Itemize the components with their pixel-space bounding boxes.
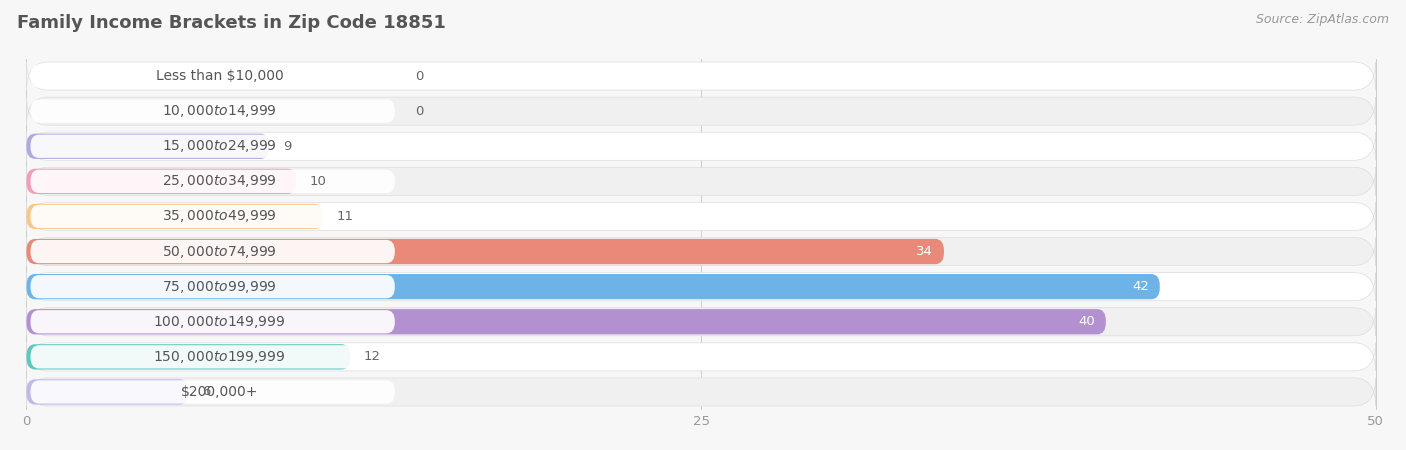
FancyBboxPatch shape bbox=[27, 134, 270, 159]
Text: Less than $10,000: Less than $10,000 bbox=[156, 69, 283, 83]
FancyBboxPatch shape bbox=[27, 62, 1375, 90]
Text: 11: 11 bbox=[337, 210, 354, 223]
FancyBboxPatch shape bbox=[31, 275, 395, 298]
FancyBboxPatch shape bbox=[27, 379, 188, 405]
Text: $35,000 to $49,999: $35,000 to $49,999 bbox=[162, 208, 277, 225]
FancyBboxPatch shape bbox=[27, 167, 1375, 195]
Text: $50,000 to $74,999: $50,000 to $74,999 bbox=[162, 243, 277, 260]
Text: $25,000 to $34,999: $25,000 to $34,999 bbox=[162, 173, 277, 189]
Text: $15,000 to $24,999: $15,000 to $24,999 bbox=[162, 138, 277, 154]
FancyBboxPatch shape bbox=[27, 344, 350, 369]
Text: $10,000 to $14,999: $10,000 to $14,999 bbox=[162, 103, 277, 119]
Text: 10: 10 bbox=[309, 175, 326, 188]
FancyBboxPatch shape bbox=[27, 378, 1375, 406]
Text: $200,000+: $200,000+ bbox=[181, 385, 259, 399]
FancyBboxPatch shape bbox=[27, 169, 297, 194]
FancyBboxPatch shape bbox=[31, 99, 395, 123]
Text: $150,000 to $199,999: $150,000 to $199,999 bbox=[153, 349, 285, 365]
Text: 0: 0 bbox=[415, 70, 423, 82]
FancyBboxPatch shape bbox=[31, 170, 395, 193]
FancyBboxPatch shape bbox=[31, 240, 395, 263]
FancyBboxPatch shape bbox=[27, 204, 323, 229]
FancyBboxPatch shape bbox=[27, 132, 1375, 160]
FancyBboxPatch shape bbox=[31, 345, 395, 369]
Text: 42: 42 bbox=[1132, 280, 1149, 293]
FancyBboxPatch shape bbox=[27, 202, 1375, 230]
FancyBboxPatch shape bbox=[27, 273, 1375, 301]
Text: 0: 0 bbox=[415, 105, 423, 117]
FancyBboxPatch shape bbox=[31, 64, 395, 88]
Text: 9: 9 bbox=[283, 140, 291, 153]
Text: 40: 40 bbox=[1078, 315, 1095, 328]
FancyBboxPatch shape bbox=[27, 309, 1105, 334]
FancyBboxPatch shape bbox=[27, 97, 1375, 125]
FancyBboxPatch shape bbox=[27, 239, 943, 264]
Text: Source: ZipAtlas.com: Source: ZipAtlas.com bbox=[1256, 14, 1389, 27]
Text: 12: 12 bbox=[364, 351, 381, 363]
FancyBboxPatch shape bbox=[31, 310, 395, 333]
FancyBboxPatch shape bbox=[27, 343, 1375, 371]
FancyBboxPatch shape bbox=[27, 238, 1375, 266]
Text: $75,000 to $99,999: $75,000 to $99,999 bbox=[162, 279, 277, 295]
FancyBboxPatch shape bbox=[31, 135, 395, 158]
Text: 6: 6 bbox=[202, 386, 211, 398]
Text: Family Income Brackets in Zip Code 18851: Family Income Brackets in Zip Code 18851 bbox=[17, 14, 446, 32]
Text: $100,000 to $149,999: $100,000 to $149,999 bbox=[153, 314, 285, 330]
FancyBboxPatch shape bbox=[31, 380, 395, 404]
FancyBboxPatch shape bbox=[31, 205, 395, 228]
FancyBboxPatch shape bbox=[27, 308, 1375, 336]
FancyBboxPatch shape bbox=[27, 274, 1160, 299]
Text: 34: 34 bbox=[917, 245, 934, 258]
